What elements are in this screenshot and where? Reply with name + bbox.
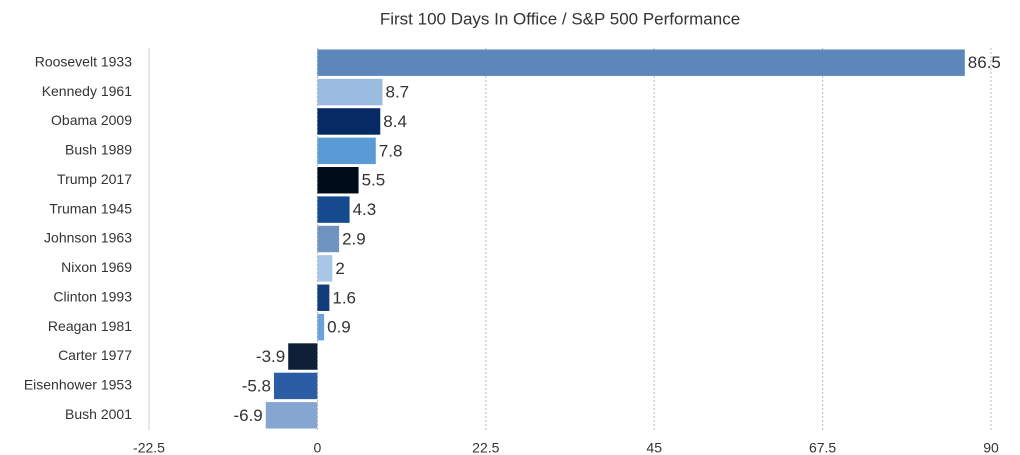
- data-label: 1.6: [332, 288, 356, 307]
- bar: [317, 137, 376, 165]
- y-tick-label: Nixon 1969: [61, 259, 132, 275]
- data-label: 8.7: [386, 83, 410, 102]
- bar: [317, 49, 965, 76]
- y-tick-label: Obama 2009: [51, 112, 132, 128]
- data-label: -5.8: [242, 376, 271, 395]
- bar: [317, 108, 381, 135]
- y-tick-label: Carter 1977: [58, 347, 132, 363]
- x-tick-label: 45: [646, 440, 662, 455]
- chart-title: First 100 Days In Office / S&P 500 Perfo…: [380, 9, 740, 28]
- data-label: -6.9: [233, 406, 262, 425]
- y-tick-label: Bush 1989: [65, 142, 132, 158]
- data-label: 2.9: [342, 229, 366, 248]
- data-label: 2: [335, 259, 344, 278]
- x-tick-label: 67.5: [809, 440, 836, 455]
- y-tick-label: Johnson 1963: [44, 230, 132, 246]
- data-label: 0.9: [327, 318, 351, 337]
- bar: [317, 284, 330, 311]
- data-label: 4.3: [353, 200, 377, 219]
- y-tick-label: Bush 2001: [65, 406, 132, 422]
- bar: [265, 402, 318, 429]
- data-label: 7.8: [379, 141, 403, 160]
- bar: [273, 372, 318, 400]
- x-tick-label: 90: [983, 440, 999, 455]
- data-label: 86.5: [968, 53, 1001, 72]
- bar: [317, 313, 325, 341]
- bar: [288, 343, 318, 370]
- bar: [317, 78, 383, 106]
- y-tick-label: Trump 2017: [57, 171, 132, 187]
- y-tick-label: Kennedy 1961: [42, 83, 133, 99]
- bar: [317, 255, 333, 282]
- y-tick-label: Clinton 1993: [53, 288, 132, 304]
- y-tick-label: Eisenhower 1953: [24, 377, 132, 393]
- x-tick-label: -22.5: [133, 440, 165, 455]
- x-tick-label: 0: [314, 440, 322, 455]
- x-tick-label: 22.5: [472, 440, 499, 455]
- data-label: 8.4: [383, 112, 407, 131]
- y-tick-label: Reagan 1981: [48, 318, 132, 334]
- data-label: -3.9: [256, 347, 285, 366]
- bar: [317, 225, 340, 253]
- bar: [317, 196, 350, 223]
- data-label: 5.5: [362, 171, 386, 190]
- bar: [317, 167, 359, 194]
- y-tick-label: Roosevelt 1933: [35, 53, 133, 69]
- y-tick-label: Truman 1945: [49, 200, 132, 216]
